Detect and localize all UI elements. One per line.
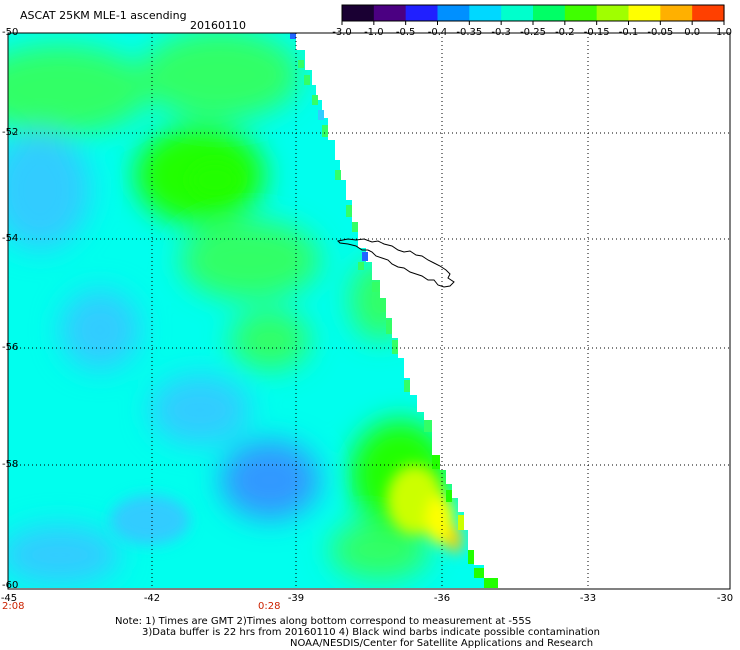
map-frame — [7, 32, 731, 590]
field-blob — [8, 130, 90, 250]
field-blob — [60, 290, 140, 370]
edge-pixel — [392, 340, 398, 354]
edge-pixel — [372, 282, 380, 292]
product-title: ASCAT 25KM MLE-1 ascending — [20, 9, 187, 22]
colorbar-segment — [342, 5, 375, 21]
field-blob — [180, 220, 320, 300]
lon-tick-label: -33 — [579, 593, 597, 604]
colorbar-segment — [373, 5, 407, 21]
colorbar-segment — [501, 5, 534, 21]
colorbar-segment — [596, 5, 630, 21]
edge-pixel — [318, 110, 324, 120]
edge-pixel — [484, 578, 498, 588]
lat-tick-label: -60 — [2, 580, 19, 591]
edge-pixel — [468, 550, 474, 564]
edge-pixel — [380, 300, 386, 312]
edge-pixel — [458, 515, 464, 530]
edge-pixel — [404, 380, 410, 392]
island-blue-pixel — [362, 252, 368, 261]
field-blob — [140, 33, 300, 120]
colorbar-segment — [437, 5, 470, 21]
edge-pixel — [358, 262, 364, 270]
edge-pixel — [335, 170, 341, 180]
lat-tick-label: -54 — [2, 233, 19, 244]
lon-tick-label: -45 — [0, 593, 18, 604]
lat-tick-label: -50 — [2, 27, 19, 38]
colorbar-segment — [533, 5, 566, 21]
lat-tick-label: -58 — [2, 459, 19, 470]
lat-tick-label: -52 — [2, 127, 19, 138]
field-blob — [150, 375, 250, 445]
field-blob — [330, 520, 430, 580]
edge-pixel — [424, 420, 432, 432]
lat-tick-label: -56 — [2, 342, 19, 353]
colorbar-segment — [692, 5, 725, 21]
time-label: 0:28 — [258, 601, 281, 612]
field-blob — [426, 495, 454, 545]
colorbar-segment — [564, 5, 598, 21]
field-blob — [190, 162, 240, 198]
note-line-1: Note: 1) Times are GMT 2)Times along bot… — [115, 616, 532, 627]
field-blob — [110, 495, 190, 545]
edge-pixel — [346, 205, 352, 217]
field-blob — [220, 440, 320, 520]
swath-field — [8, 33, 498, 588]
product-date: 20160110 — [190, 19, 246, 32]
edge-pixel — [304, 75, 310, 85]
note-line-2: 3)Data buffer is 22 hrs from 20160110 4)… — [142, 627, 600, 638]
swath-edge-pixels — [290, 33, 498, 588]
edge-pixel — [446, 490, 452, 502]
edge-pixel — [432, 455, 440, 469]
lat-lon-grid — [8, 33, 730, 589]
lon-tick-label: -36 — [433, 593, 451, 604]
edge-pixel — [298, 60, 304, 68]
colorbar-segment — [628, 5, 661, 21]
edge-pixel — [474, 568, 484, 578]
note-line-3: NOAA/NESDIS/Center for Satellite Applica… — [290, 638, 594, 649]
field-blob — [448, 526, 462, 554]
field-blob — [8, 45, 150, 135]
lon-tick-label: -39 — [287, 593, 305, 604]
lon-tick-label: -30 — [716, 593, 734, 604]
field-blob — [8, 525, 120, 585]
colorbar-segment — [660, 5, 693, 21]
edge-pixel — [322, 125, 328, 137]
lon-tick-label: -42 — [143, 593, 161, 604]
edge-pixel — [290, 33, 296, 39]
edge-pixel — [386, 320, 392, 334]
colorbar-segment — [469, 5, 502, 21]
south-georgia-island — [336, 238, 455, 288]
edge-pixel — [312, 95, 318, 105]
edge-pixel — [352, 222, 358, 232]
time-label: 2:08 — [2, 601, 25, 612]
colorbar-segment — [405, 5, 439, 21]
field-blob — [230, 310, 310, 370]
